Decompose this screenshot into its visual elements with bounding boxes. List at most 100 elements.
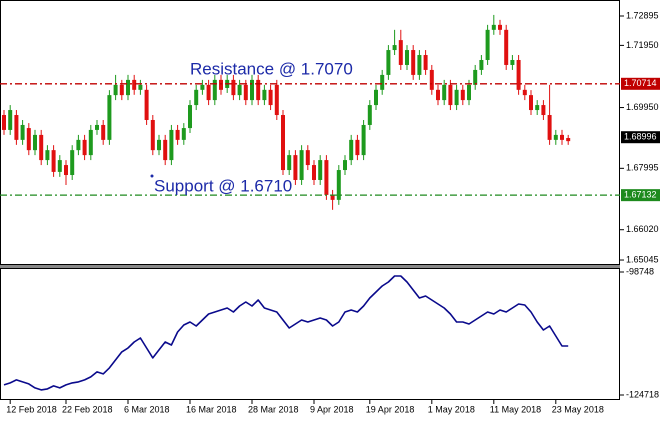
candle-body [237, 84, 242, 96]
candle-body [448, 84, 453, 106]
candle-body [256, 79, 261, 101]
candle-body [417, 55, 422, 75]
x-tick-label: 1 May 2018 [428, 404, 475, 414]
level-label-box [621, 77, 660, 90]
candle-body [560, 134, 564, 140]
candle-body [367, 105, 372, 125]
annotation: Resistance @ 1.7070 [190, 59, 353, 78]
x-tick-label: 9 Apr 2018 [310, 404, 354, 414]
candle-body [268, 89, 273, 106]
candle-body [194, 89, 199, 106]
candle-body [262, 89, 267, 101]
candle-body [318, 160, 323, 180]
x-tick-label: 19 Apr 2018 [366, 404, 415, 414]
candle-body [460, 89, 465, 101]
candle-body [529, 95, 533, 111]
candle-body [361, 124, 366, 156]
level-label-box [621, 189, 660, 202]
candle-body [374, 89, 378, 106]
candle-body [467, 84, 471, 101]
candle-body [349, 139, 354, 161]
candle-body [454, 89, 459, 106]
candle-body [336, 170, 341, 200]
annotation: Support @ 1.6710 [154, 176, 292, 195]
candle-body [405, 50, 409, 65]
candle-body [26, 128, 31, 151]
candle-body [39, 134, 44, 161]
candle-body [51, 150, 56, 172]
candle-body [20, 124, 25, 140]
candle-body [398, 40, 403, 65]
candle-body [510, 59, 515, 65]
candle-body [436, 89, 440, 101]
candle-body [181, 128, 186, 140]
candle-body [442, 84, 447, 101]
marker-dot [150, 174, 154, 178]
price-frame [0, 0, 620, 265]
candle-body [219, 79, 223, 90]
candle-body [126, 79, 130, 96]
y-tick-label: 1.71950 [626, 40, 659, 50]
last-price-box [621, 131, 660, 144]
candle-body [312, 165, 316, 180]
candle-body [504, 29, 509, 65]
x-tick-label: 11 May 2018 [490, 404, 541, 414]
y-tick-label: 1.65045 [626, 254, 659, 264]
candle-body [473, 69, 478, 85]
x-tick-label: 28 Mar 2018 [248, 404, 299, 414]
candle-body [522, 89, 527, 96]
x-tick-label: 12 Feb 2018 [6, 404, 57, 414]
candle-body [163, 139, 168, 161]
candle-body [553, 134, 558, 140]
candle-body [113, 84, 118, 96]
candle-body [281, 115, 285, 171]
x-tick-label: 6 Mar 2018 [124, 404, 170, 414]
candle-body [188, 105, 192, 129]
candle-body [535, 105, 540, 111]
candle-body [355, 139, 360, 156]
candle-body [386, 50, 391, 75]
candle-body [324, 160, 329, 195]
candle-body [33, 134, 37, 151]
y-tick-label: 1.67995 [626, 163, 659, 173]
candle-body [392, 45, 397, 51]
candle-body [274, 84, 279, 116]
candle-body [14, 115, 19, 140]
y-tick-label: 1.69950 [626, 102, 659, 112]
candle-body [212, 79, 217, 101]
candle-body [250, 79, 254, 101]
candle-body [206, 84, 211, 101]
y-tick-label: -98748 [626, 266, 654, 276]
candle-body [479, 59, 484, 70]
candle-body [485, 29, 490, 60]
candle-body [491, 24, 496, 30]
candle-body [101, 124, 106, 140]
candle-body [70, 150, 75, 176]
level-label: 1.67132 [624, 190, 657, 200]
x-tick-label: 23 May 2018 [552, 404, 604, 414]
candle-body [411, 50, 416, 75]
x-tick-label: 22 Feb 2018 [62, 404, 113, 414]
candle-body [132, 79, 137, 90]
candle-body [144, 89, 149, 120]
candle-body [566, 138, 571, 142]
candle-body [150, 119, 155, 151]
candle-body [330, 194, 335, 200]
candle-body [243, 84, 248, 101]
candle-body [287, 155, 292, 171]
candle-body [293, 155, 298, 180]
level-label: 1.70714 [624, 78, 657, 88]
candle-body [95, 124, 99, 130]
candle-body [498, 24, 502, 30]
candle-body [343, 160, 347, 171]
y-tick-label: 1.66020 [626, 224, 659, 234]
candle-body [82, 139, 87, 156]
candle-body [64, 165, 68, 176]
candle-body [547, 115, 552, 140]
candle-body [57, 160, 62, 172]
candle-body [175, 129, 180, 140]
indicator-line [3, 275, 569, 391]
